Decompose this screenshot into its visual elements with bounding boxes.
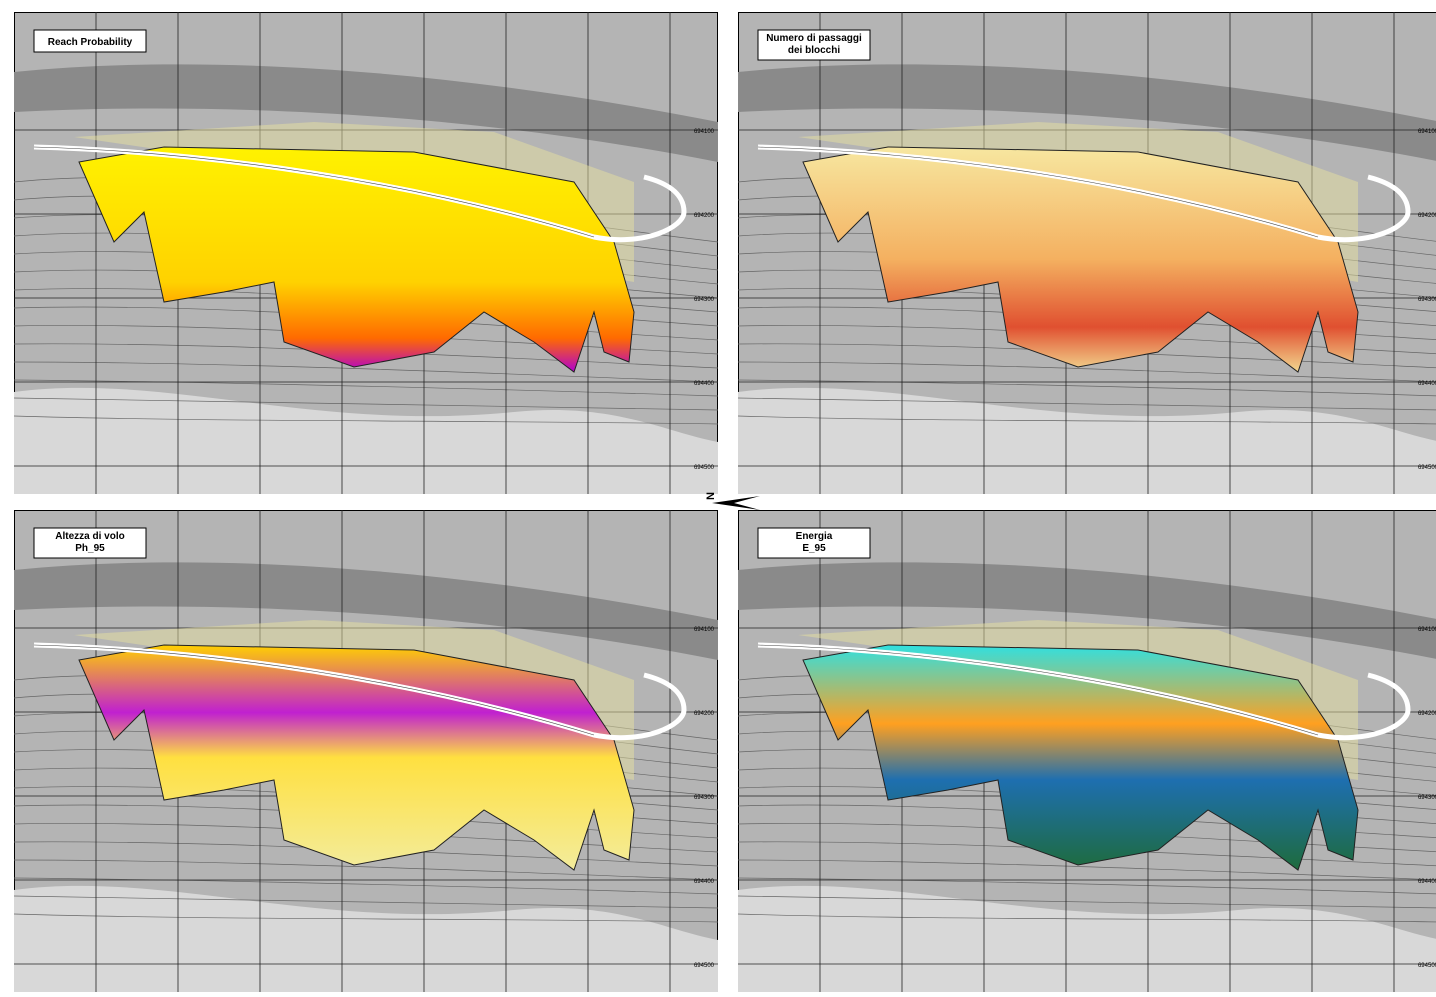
grid-label: 694300 (1418, 297, 1436, 303)
grid-label: 694300 (694, 795, 715, 801)
grid-label: 694200 (694, 213, 715, 219)
panel-title: Numero di passaggi (766, 33, 862, 44)
grid-label: 694500 (694, 465, 715, 471)
map-panel: 694100 694200 694300 694400 694500 Numero di … (738, 12, 1436, 494)
north-label: N (705, 492, 717, 500)
grid-label: 694400 (1418, 879, 1436, 885)
panel-title: Energia (796, 531, 833, 542)
grid-label: 694100 (694, 627, 715, 633)
grid-label: 694100 (1418, 129, 1436, 135)
grid-label: 694500 (1418, 963, 1436, 969)
arrow-shape (712, 496, 760, 510)
map-view: 694100 694200 694300 694400 694500 Numero di … (738, 12, 1436, 494)
map-panel: 694100 694200 694300 694400 694500 Altezza di… (14, 510, 718, 992)
grid-label: 694300 (694, 297, 715, 303)
north-arrow: N (704, 478, 764, 528)
map-view: 694100 694200 694300 694400 694500 Reach Prob… (14, 12, 718, 494)
grid-label: 694200 (694, 711, 715, 717)
map-view: 694100 694200 694300 694400 694500 Altezza di… (14, 510, 718, 992)
grid-label: 694200 (1418, 711, 1436, 717)
grid-label: 694500 (694, 963, 715, 969)
grid-label: 694400 (694, 381, 715, 387)
grid-label: 694500 (1418, 465, 1436, 471)
grid-label: 694100 (694, 129, 715, 135)
page: 694100 694200 694300 694400 694500 Reach Prob… (0, 0, 1436, 992)
panel-title: Altezza di volo (55, 531, 124, 542)
panel-title: E_95 (802, 543, 826, 554)
panel-title: Reach Probability (48, 37, 133, 48)
panel-title: Ph_95 (75, 543, 105, 554)
map-view: 694100 694200 694300 694400 694500 EnergiaE_9… (738, 510, 1436, 992)
grid-label: 694100 (1418, 627, 1436, 633)
panel-title: dei blocchi (788, 45, 840, 56)
map-panel: 694100 694200 694300 694400 694500 Reach Prob… (14, 12, 718, 494)
grid-label: 694200 (1418, 213, 1436, 219)
grid-label: 694400 (1418, 381, 1436, 387)
grid-label: 694400 (694, 879, 715, 885)
grid-label: 694300 (1418, 795, 1436, 801)
